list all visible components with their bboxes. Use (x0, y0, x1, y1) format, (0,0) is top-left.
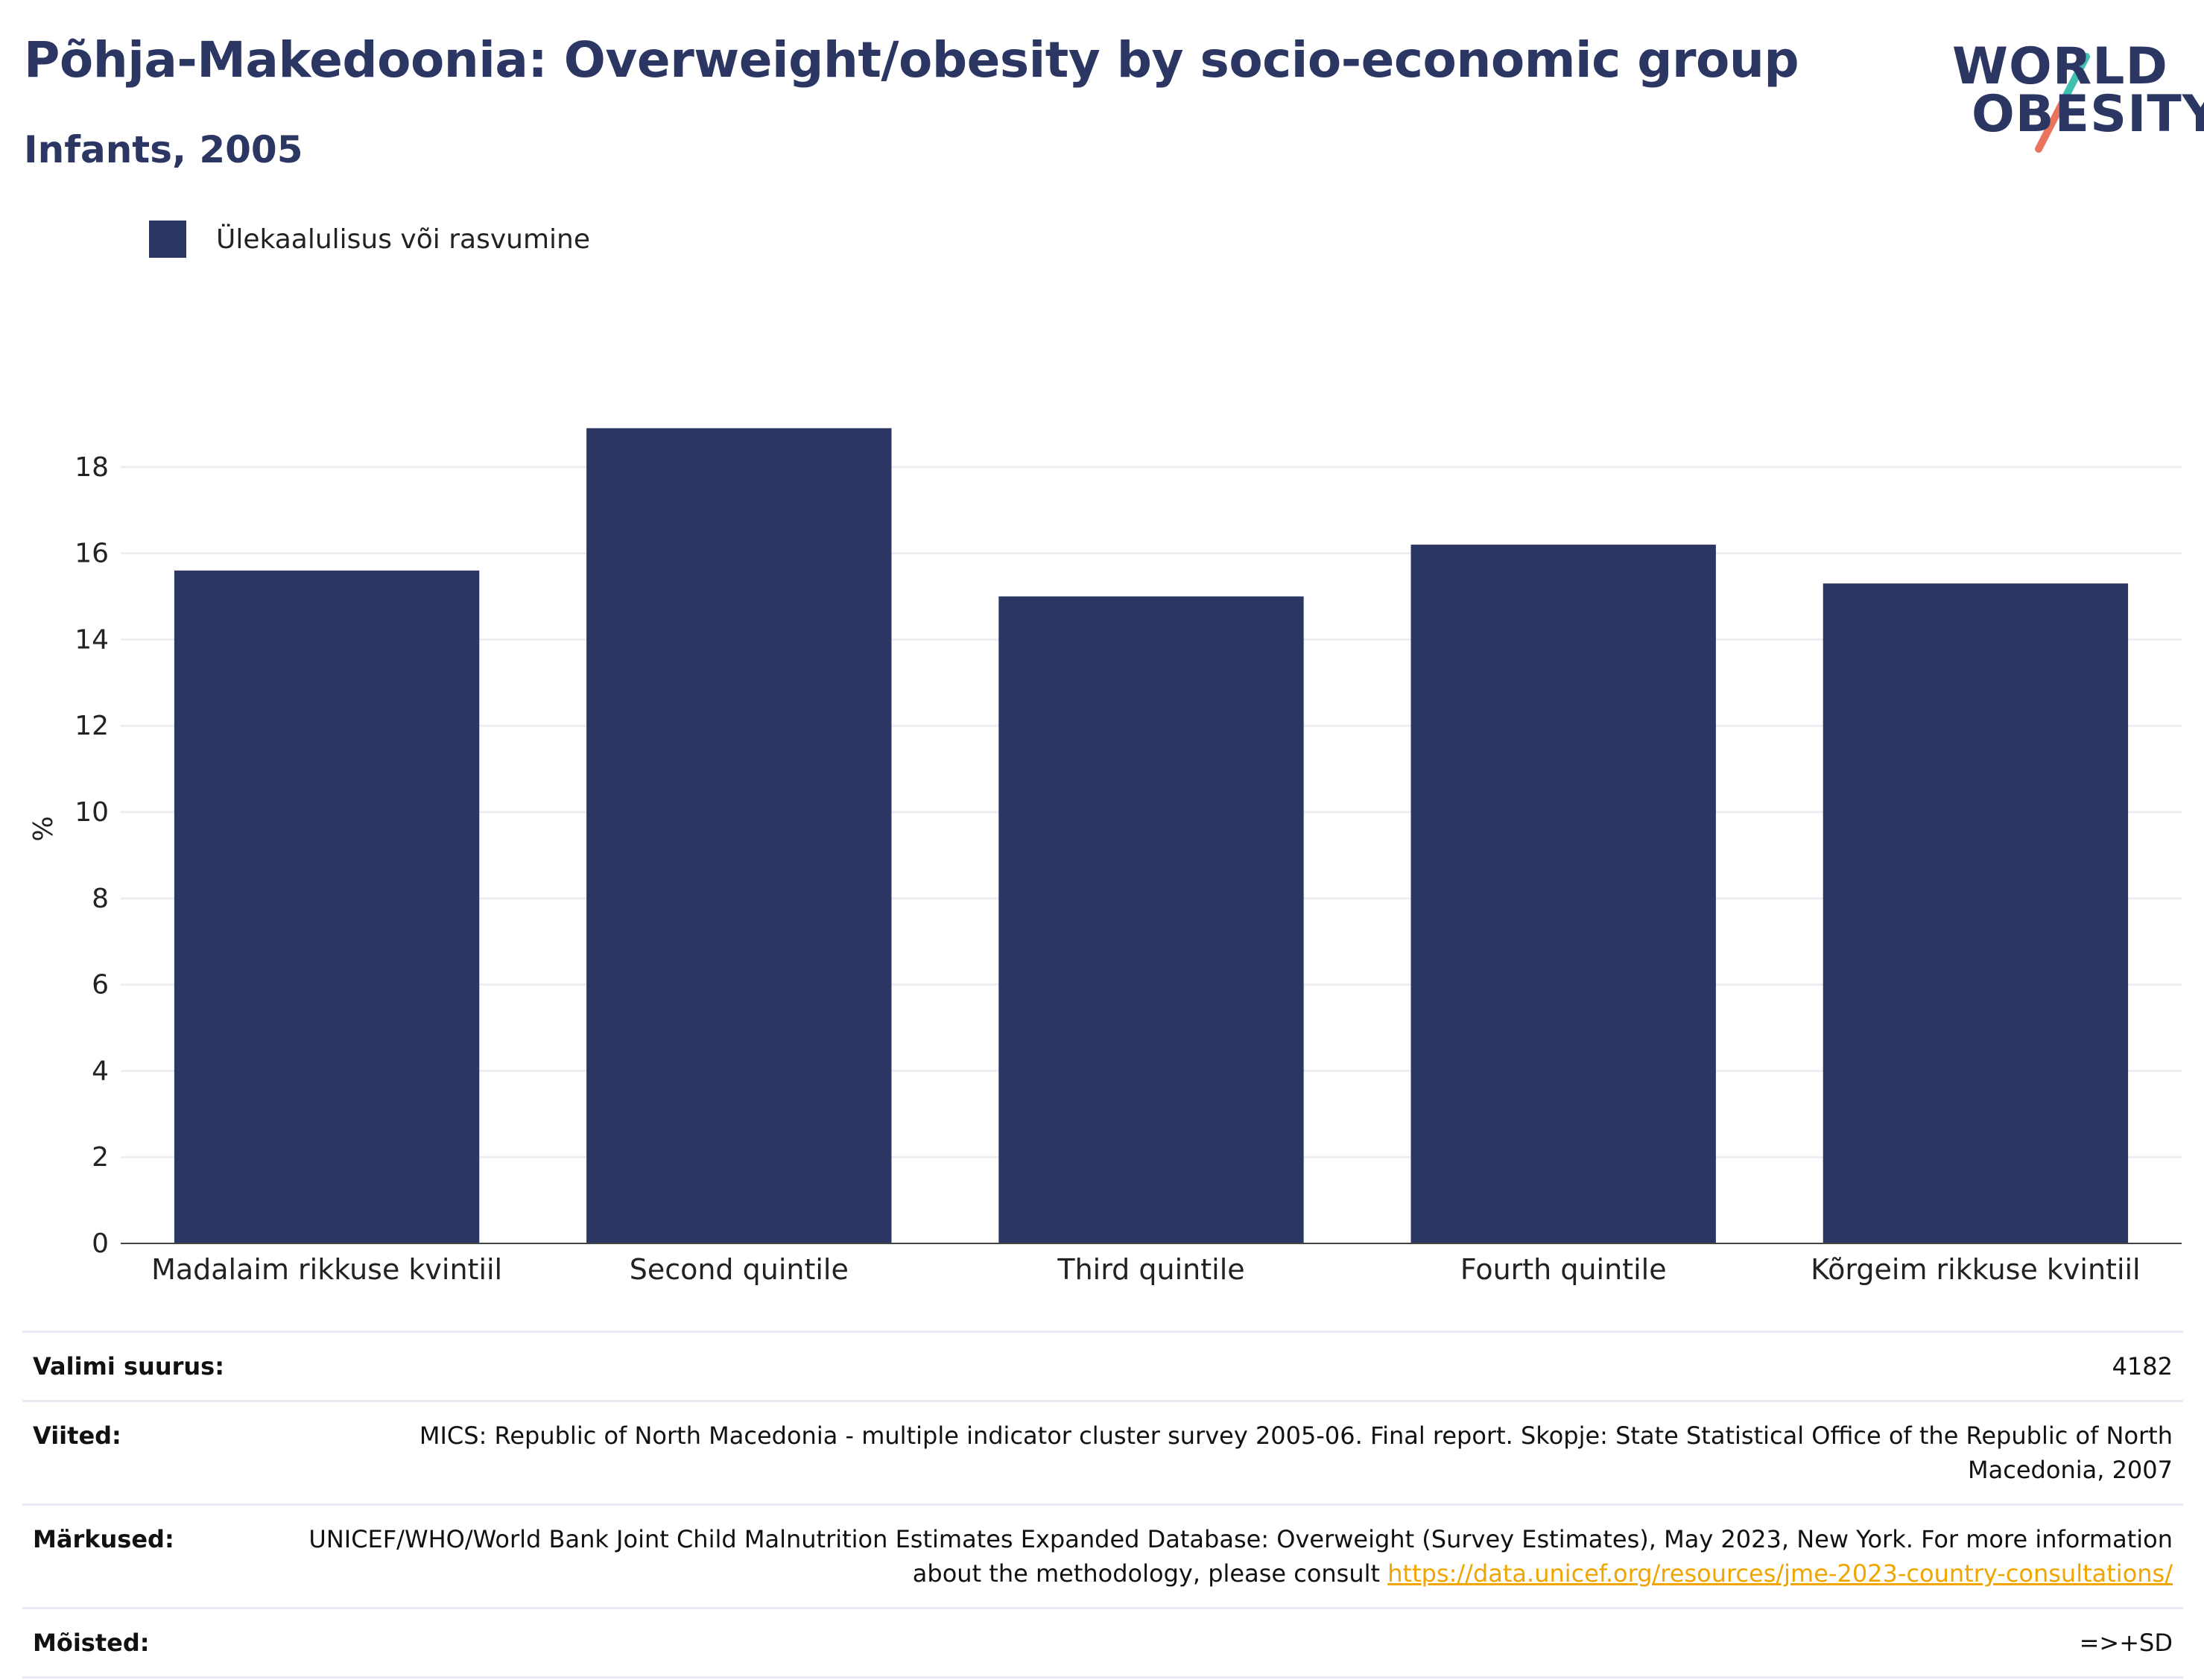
y-tick-label: 2 (92, 1142, 109, 1173)
bar (1410, 545, 1716, 1243)
footer-table: Valimi suurus: 4182 Viited: MICS: Republ… (22, 1331, 2183, 1679)
methodology-link[interactable]: https://data.unicef.org/resources/jme-20… (1387, 1559, 2173, 1588)
footer-key: Mõisted: (33, 1629, 150, 1657)
logo-slash-icon (2035, 53, 2090, 153)
logo-word-obesity: OBESITY (1972, 85, 2204, 144)
page-title: Põhja-Makedoonia: Overweight/obesity by … (24, 31, 1799, 89)
bar (174, 570, 480, 1243)
y-tick-label: 8 (92, 884, 109, 914)
bar (586, 428, 892, 1243)
bar (998, 596, 1304, 1243)
footer-value: 4182 (2112, 1352, 2173, 1381)
x-tick-label: Second quintile (630, 1253, 849, 1286)
legend-swatch (149, 221, 186, 258)
footer-value: UNICEF/WHO/World Bank Joint Child Malnut… (33, 1522, 2173, 1591)
y-tick-label: 16 (75, 539, 109, 569)
footer-row-definitions: Mõisted: =>+SD (22, 1607, 2183, 1679)
footer-key: Viited: (33, 1421, 121, 1450)
footer-key: Märkused: (33, 1525, 174, 1553)
world-obesity-logo: WORLD OBESITY (1937, 22, 2204, 156)
bar-chart: 0 2 4 6 8 10 12 14 16 18% Madalaim rikkuse kvintii… (28, 428, 2182, 1286)
footer-value: MICS: Republic of North Macedonia - mult… (419, 1421, 2173, 1484)
legend-label: Ülekaalulisus või rasvumine (216, 224, 590, 255)
footer-key: Valimi suurus: (33, 1352, 225, 1381)
footer-row-sample-size: Valimi suurus: 4182 (22, 1331, 2183, 1400)
x-tick-label: Fourth quintile (1460, 1253, 1667, 1286)
y-tick-label: 4 (92, 1056, 109, 1086)
chart-legend[interactable]: Ülekaalulisus või rasvumine (149, 221, 590, 258)
y-tick-label: 0 (92, 1229, 109, 1259)
x-tick-label: Kõrgeim rikkuse kvintiil (1811, 1253, 2140, 1286)
y-tick-label: 10 (75, 797, 109, 828)
bar (1823, 583, 2129, 1243)
footer-row-notes: Märkused: UNICEF/WHO/World Bank Joint Ch… (22, 1503, 2183, 1607)
footer-value: =>+SD (2079, 1629, 2173, 1657)
y-tick-label: 18 (75, 452, 109, 483)
footer-row-references: Viited: MICS: Republic of North Macedoni… (22, 1400, 2183, 1503)
x-tick-label: Madalaim rikkuse kvintiil (151, 1253, 502, 1286)
page-subtitle: Infants, 2005 (24, 128, 303, 171)
x-tick-label: Third quintile (1057, 1253, 1244, 1286)
y-axis-title: % (28, 816, 59, 841)
y-tick-label: 12 (75, 711, 109, 741)
logo-word-world: WORLD (1952, 37, 2168, 96)
notes-text: UNICEF/WHO/World Bank Joint Child Malnut… (308, 1525, 2173, 1588)
y-tick-label: 14 (75, 624, 109, 655)
y-tick-label: 6 (92, 970, 109, 1001)
